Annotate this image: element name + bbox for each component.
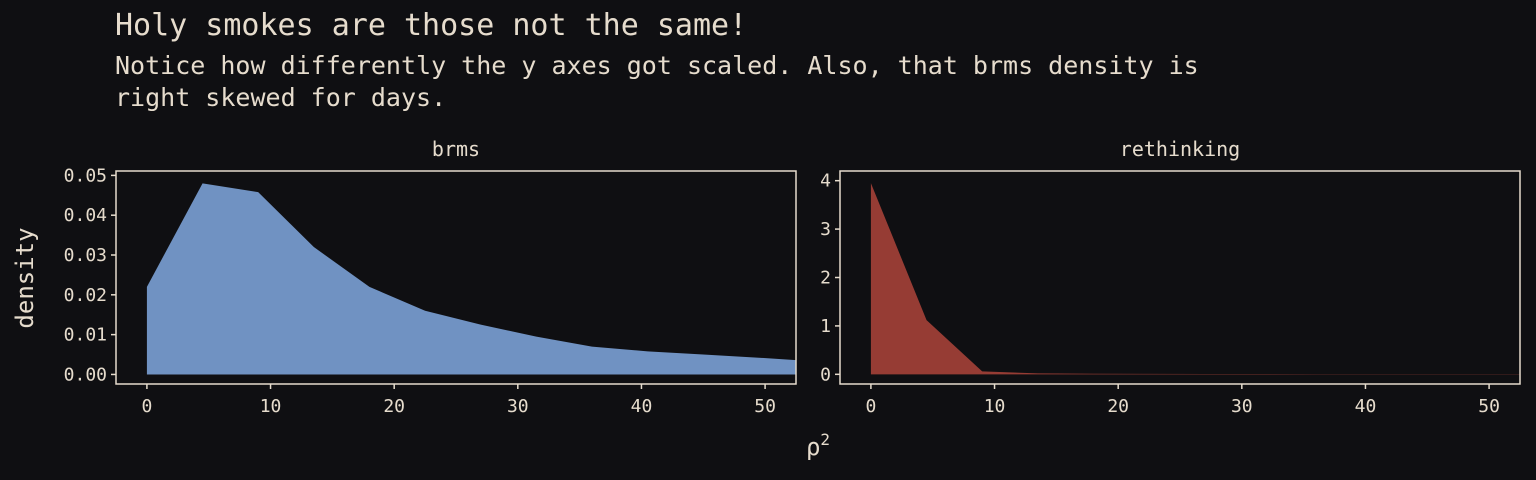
y-tick-label: 0.03 (64, 245, 107, 266)
y-tick-label: 0.00 (64, 364, 107, 385)
y-tick-label: 2 (820, 268, 831, 289)
y-axis-title: density (11, 227, 39, 328)
y-tick-label: 0.02 (64, 285, 107, 306)
density-area-brms (146, 183, 796, 375)
strip-label-rethinking: rethinking (1120, 137, 1240, 161)
x-tick-label: 30 (1231, 396, 1253, 417)
y-tick-label: 0 (820, 364, 831, 385)
x-axis-title: ρ2 (806, 430, 830, 461)
x-tick-label: 20 (1107, 396, 1129, 417)
y-tick-label: 4 (820, 171, 831, 192)
x-tick-label: 50 (1478, 396, 1500, 417)
x-axis-title-base: ρ (806, 433, 820, 461)
chart-title: Holy smokes are those not the same! (115, 8, 747, 43)
x-tick-label: 40 (631, 396, 653, 417)
x-tick-label: 20 (383, 396, 405, 417)
y-tick-label: 0.05 (64, 165, 107, 186)
x-tick-label: 40 (1355, 396, 1377, 417)
x-tick-label: 10 (260, 396, 282, 417)
x-tick-label: 30 (507, 396, 529, 417)
x-axis-title-superscript: 2 (820, 430, 830, 449)
strip-label-brms: brms (432, 137, 480, 161)
x-tick-label: 10 (984, 396, 1006, 417)
chart-subtitle-line-2: right skewed for days. (115, 83, 446, 112)
y-tick-label: 0.04 (64, 205, 107, 226)
y-tick-label: 1 (820, 316, 831, 337)
density-area-rethinking (870, 183, 1520, 375)
y-tick-label: 3 (820, 219, 831, 240)
panel-border-brms (115, 170, 797, 385)
x-tick-label: 50 (754, 396, 776, 417)
y-tick-label: 0.01 (64, 325, 107, 346)
x-tick-label: 0 (865, 396, 876, 417)
x-tick-label: 0 (141, 396, 152, 417)
panel-brms: brms 0.00 0.01 0.02 0.03 0.04 0.05 0 10 20 30 40 50 (64, 137, 797, 417)
chart-subtitle-line-1: Notice how differently the y axes got sc… (115, 51, 1199, 80)
